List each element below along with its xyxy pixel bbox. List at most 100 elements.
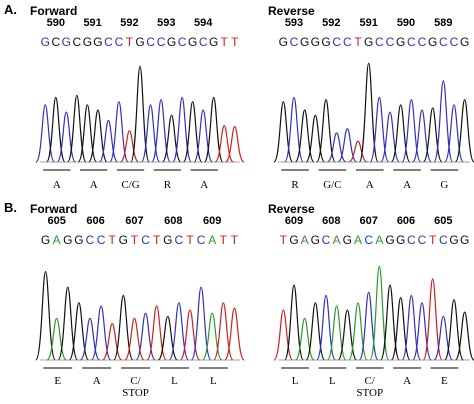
base-letter: G [321, 35, 330, 49]
base-letter: T [153, 233, 161, 247]
codon-label: C/ [365, 375, 376, 387]
position-number: 605 [47, 215, 65, 227]
base-letter: A [208, 233, 216, 247]
trace-peak [422, 107, 443, 163]
panel-a-label: A. [4, 2, 17, 17]
panel-a-reverse-title: Reverse [268, 4, 315, 18]
base-letter: C [439, 35, 448, 49]
trace-peak [130, 65, 150, 163]
trace-peak [172, 96, 192, 163]
trace-peak [358, 62, 379, 163]
trace-peak [90, 305, 112, 361]
base-letter: G [460, 35, 469, 49]
base-letter: G [300, 35, 309, 49]
base-letter: G [364, 35, 373, 49]
base-letter: C [364, 233, 373, 247]
base-letter: T [220, 233, 228, 247]
position-number: 593 [157, 17, 175, 29]
codon-label: G [440, 179, 448, 191]
base-letter: A [333, 233, 341, 247]
trace-peak [161, 114, 182, 163]
base-letter: A [301, 233, 309, 247]
position-number: 589 [434, 17, 452, 29]
trace-peak [203, 96, 224, 163]
trace-peak [79, 317, 101, 361]
base-letter: A [375, 233, 383, 247]
trace-peak [444, 299, 464, 361]
codon-label: C/ [130, 375, 141, 387]
base-letter: G [385, 233, 394, 247]
position-number: 608 [164, 215, 182, 227]
panel-a-forward-title: Forward [30, 4, 78, 18]
position-number: 592 [322, 17, 340, 29]
base-letter: C [175, 233, 184, 247]
base-letter: G [449, 233, 458, 247]
base-letter: T [231, 233, 239, 247]
base-letter: C [141, 233, 150, 247]
panel-b-label: B. [4, 200, 17, 215]
position-number: 605 [434, 215, 452, 227]
base-letter: G [396, 35, 405, 49]
position-number: 594 [194, 17, 213, 29]
trace-peak [401, 98, 422, 163]
codon-label: A [366, 179, 374, 191]
trace-peak [273, 309, 294, 361]
position-number: 607 [359, 215, 377, 227]
base-letter: C [51, 35, 60, 49]
trace-peak [151, 98, 171, 163]
base-letter: G [460, 233, 469, 247]
base-letter: C [199, 35, 208, 49]
base-letter: G [396, 233, 405, 247]
base-letter: G [279, 35, 288, 49]
trace-peak [422, 278, 443, 361]
base-letter: C [97, 233, 106, 247]
base-letter: C [290, 35, 299, 49]
base-letter: G [163, 233, 172, 247]
trace-peak [224, 307, 245, 361]
base-letter: T [221, 35, 229, 49]
position-number: 609 [285, 215, 303, 227]
codon-label: A [403, 375, 411, 387]
trace-peak [168, 302, 190, 361]
base-letter: T [126, 35, 134, 49]
trace-peak [224, 126, 245, 163]
base-letter: G [41, 35, 50, 49]
base-letter: G [167, 35, 176, 49]
base-letter: G [311, 35, 320, 49]
base-letter: G [41, 233, 50, 247]
position-number: 608 [322, 215, 340, 227]
codon-label: C/G [121, 179, 139, 191]
trace-peak [179, 309, 201, 361]
position-number: 592 [120, 17, 138, 29]
trace-peak [119, 130, 140, 163]
base-letter: T [231, 35, 239, 49]
base-letter: A [53, 233, 61, 247]
trace-peak [348, 140, 368, 163]
base-letter: A [354, 233, 362, 247]
panel-b-reverse-title: Reverse [268, 202, 315, 216]
base-letter: G [311, 233, 320, 247]
codon-label: A [93, 375, 101, 387]
trace-peak [46, 317, 68, 361]
base-letter: C [439, 233, 448, 247]
base-letter: G [428, 35, 437, 49]
position-number: 606 [86, 215, 104, 227]
base-letter: G [62, 35, 71, 49]
position-number: 591 [83, 17, 101, 29]
base-letter: C [146, 35, 155, 49]
position-number: 593 [285, 17, 303, 29]
base-letter: G [83, 35, 92, 49]
trace-peak [433, 80, 454, 163]
trace-peak [369, 265, 390, 361]
base-letter: C [407, 233, 416, 247]
base-letter: G [289, 233, 298, 247]
trace-peak [45, 96, 66, 163]
position-number: 606 [397, 215, 415, 227]
trace-peak [284, 96, 304, 163]
trace-peak [109, 101, 129, 163]
trace-peak [316, 98, 336, 163]
base-letter: T [354, 35, 362, 49]
trace-peak [454, 98, 474, 163]
trace-peak [146, 305, 168, 361]
